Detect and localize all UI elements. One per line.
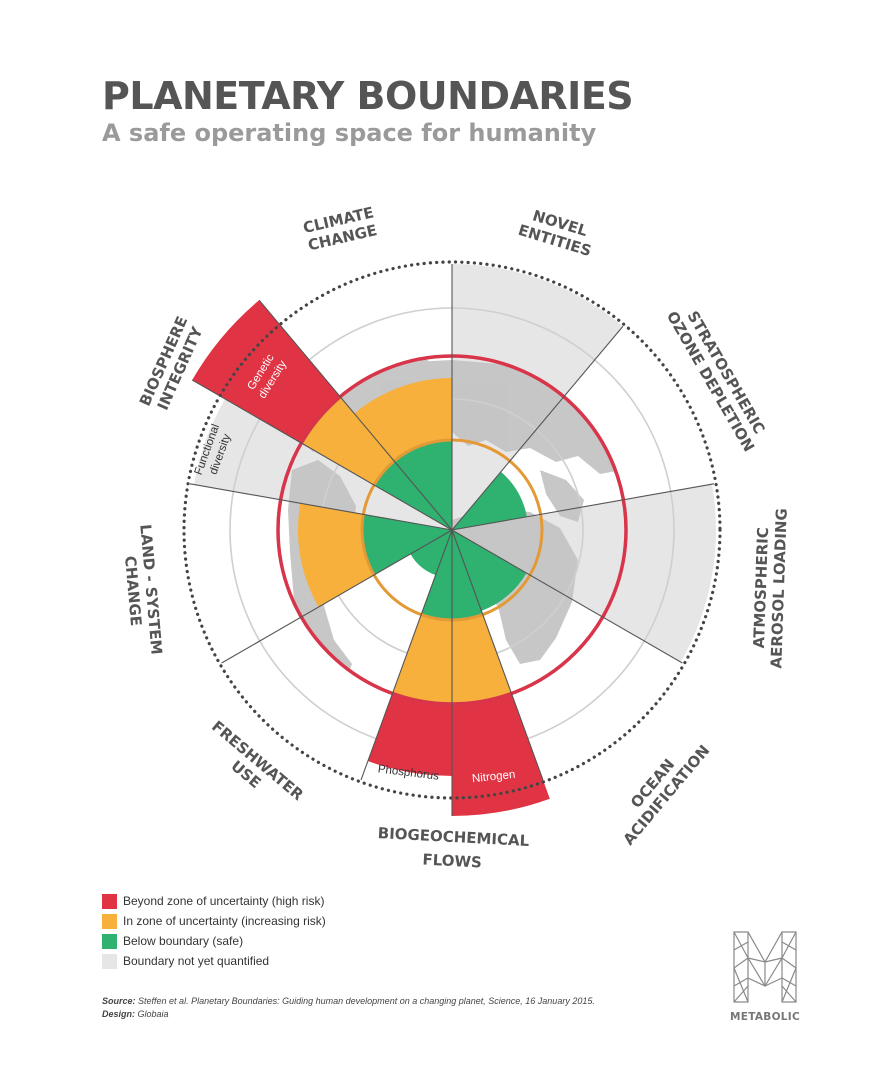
nitrogen-label: Nitrogen xyxy=(471,769,515,785)
divider-line xyxy=(191,379,453,531)
source-text: Steffen et al. Planetary Boundaries: Gui… xyxy=(138,996,595,1006)
label-freshwater-use-1: FRESHWATER xyxy=(208,717,307,804)
legend-swatch-high-risk xyxy=(102,893,117,909)
divider-line xyxy=(189,483,453,531)
design-label: Design: xyxy=(102,1009,136,1019)
divider-line xyxy=(221,529,453,664)
legend-swatch-increasing-risk xyxy=(102,913,117,929)
legend-swatch-safe xyxy=(102,933,117,949)
legend-swatch-not-quantified xyxy=(102,953,117,969)
source-label: Source: xyxy=(102,996,136,1006)
wedge-land-system-safe xyxy=(362,514,452,575)
wedge-genetic-diversity-risk xyxy=(301,396,395,485)
legend-label: Below boundary (safe) xyxy=(123,934,244,948)
divider-line xyxy=(258,299,453,531)
wedge-ocean-acidification xyxy=(452,530,527,611)
wedge-phosphorus-label-bg xyxy=(362,761,452,792)
legend-item-increasing-risk: In zone of uncertainty (increasing risk) xyxy=(102,911,326,931)
wedge-land-system-risk xyxy=(298,503,375,607)
page-subtitle: A safe operating space for humanity xyxy=(102,119,597,147)
metabolic-logo: METABOLIC xyxy=(728,928,802,1023)
wedge-ozone-depletion xyxy=(452,471,527,530)
map-europe-asia xyxy=(300,360,622,474)
legend-item-high-risk: Beyond zone of uncertainty (high risk) xyxy=(102,891,326,911)
legend-item-safe: Below boundary (safe) xyxy=(102,931,326,951)
legend-label: Beyond zone of uncertainty (high risk) xyxy=(123,894,325,908)
legend-label: Boundary not yet quantified xyxy=(123,954,270,968)
label-aerosol-loading-1: ATMOSPHERIC xyxy=(750,527,772,649)
sector-dividers xyxy=(189,264,715,816)
wedge-genetic-diversity-safe xyxy=(374,461,452,530)
legend-label: In zone of uncertainty (increasing risk) xyxy=(123,914,326,928)
source-credits: Source: Steffen et al. Planetary Boundar… xyxy=(102,996,595,1022)
legend: Beyond zone of uncertainty (high risk) I… xyxy=(102,891,326,971)
metabolic-m-icon xyxy=(733,931,797,1003)
wedge-nitrogen xyxy=(452,693,550,816)
wedge-climate-change-risk xyxy=(354,377,452,462)
design-text: Globaia xyxy=(137,1009,169,1019)
metabolic-wordmark: METABOLIC xyxy=(729,1011,801,1023)
wedge-freshwater-use xyxy=(410,530,452,576)
wedge-climate-change-safe xyxy=(394,440,452,530)
divider-line xyxy=(451,529,683,664)
label-biogeochemical-flows-1: BIOGEOCHEMICAL xyxy=(377,824,530,850)
label-aerosol-loading-2: AEROSOL LOADING xyxy=(767,508,791,669)
divider-line xyxy=(451,529,544,781)
wedge-phosphorus-upper xyxy=(367,693,452,776)
divider-line xyxy=(360,529,453,781)
divider-line xyxy=(451,325,624,531)
wedge-genetic-diversity-high xyxy=(192,300,341,443)
label-biogeochemical-flows-2: FLOWS xyxy=(422,850,482,871)
design-line: Design: Globaia xyxy=(102,1009,595,1022)
divider-line xyxy=(451,483,715,531)
legend-item-not-quantified: Boundary not yet quantified xyxy=(102,951,326,971)
page-title: PLANETARY BOUNDARIES xyxy=(102,74,634,118)
source-line: Source: Steffen et al. Planetary Boundar… xyxy=(102,996,595,1009)
